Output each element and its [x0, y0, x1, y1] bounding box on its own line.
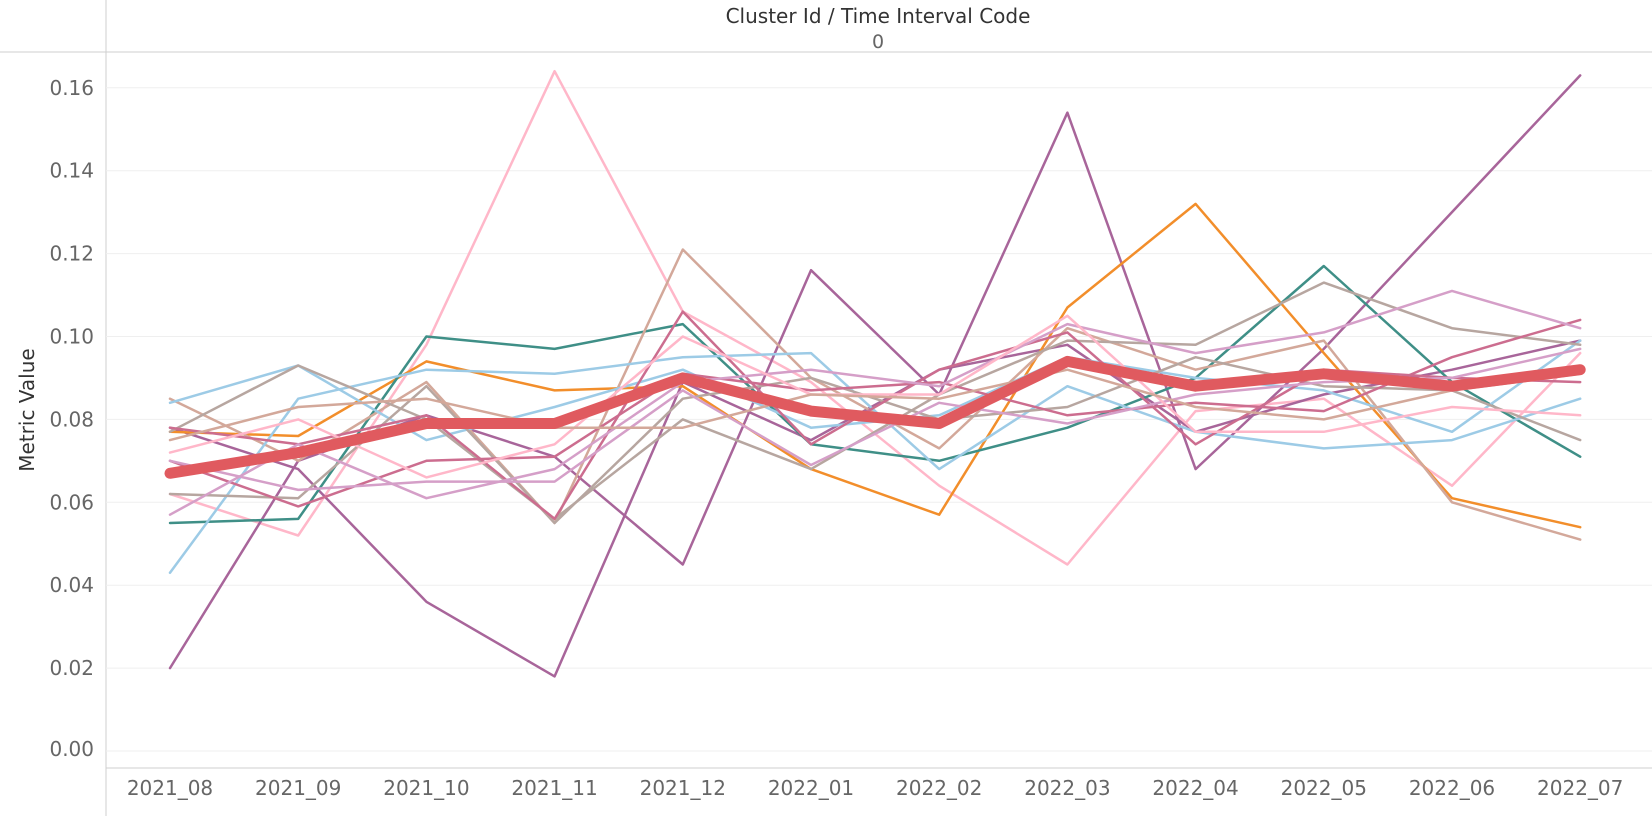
series-line-14 [168, 314, 1582, 479]
y-tick-label: 0.16 [49, 76, 94, 100]
x-tick-label: 2022_02 [896, 776, 982, 800]
y-axis-ticks: 0.00 0.02 0.04 0.06 0.08 0.10 0.12 0.14 0.16 [49, 76, 94, 761]
series-line-9 [168, 355, 1582, 525]
y-tick-label: 0.12 [49, 242, 94, 266]
series-line-2 [168, 339, 1582, 678]
y-tick-label: 0.14 [49, 159, 94, 183]
y-tick-label: 0.06 [49, 490, 94, 514]
series-line-8 [168, 281, 1582, 521]
x-tick-label: 2022_06 [1409, 776, 1495, 800]
series-line-6 [168, 351, 1582, 575]
series-lines [164, 69, 1586, 678]
x-tick-label: 2021_10 [383, 776, 469, 800]
x-tick-label: 2022_05 [1281, 776, 1367, 800]
y-tick-label: 0.08 [49, 407, 94, 431]
x-tick-label: 2022_03 [1024, 776, 1110, 800]
x-tick-label: 2021_11 [511, 776, 597, 800]
y-tick-label: 0.02 [49, 656, 94, 680]
x-tick-label: 2022_04 [1152, 776, 1238, 800]
series-line-15 [168, 368, 1582, 442]
x-axis-ticks: 2021_08 2021_09 2021_10 2021_11 2021_12 2022_… [127, 776, 1624, 800]
y-tick-label: 0.04 [49, 573, 94, 597]
y-tick-label: 0.00 [49, 737, 94, 761]
series-line-average [164, 355, 1586, 479]
x-tick-label: 2021_08 [127, 776, 213, 800]
x-tick-label: 2021_09 [255, 776, 341, 800]
header-value: 0 [872, 31, 884, 53]
x-tick-label: 2022_01 [768, 776, 854, 800]
series-line-4 [168, 264, 1582, 525]
series-line-12 [168, 289, 1582, 516]
series-line-13 [168, 347, 1582, 492]
x-tick-label: 2022_07 [1537, 776, 1623, 800]
y-tick-label: 0.10 [49, 325, 94, 349]
x-tick-label: 2021_12 [640, 776, 726, 800]
header-title: Cluster Id / Time Interval Code [726, 4, 1031, 28]
y-axis-label: Metric Value [15, 348, 39, 471]
